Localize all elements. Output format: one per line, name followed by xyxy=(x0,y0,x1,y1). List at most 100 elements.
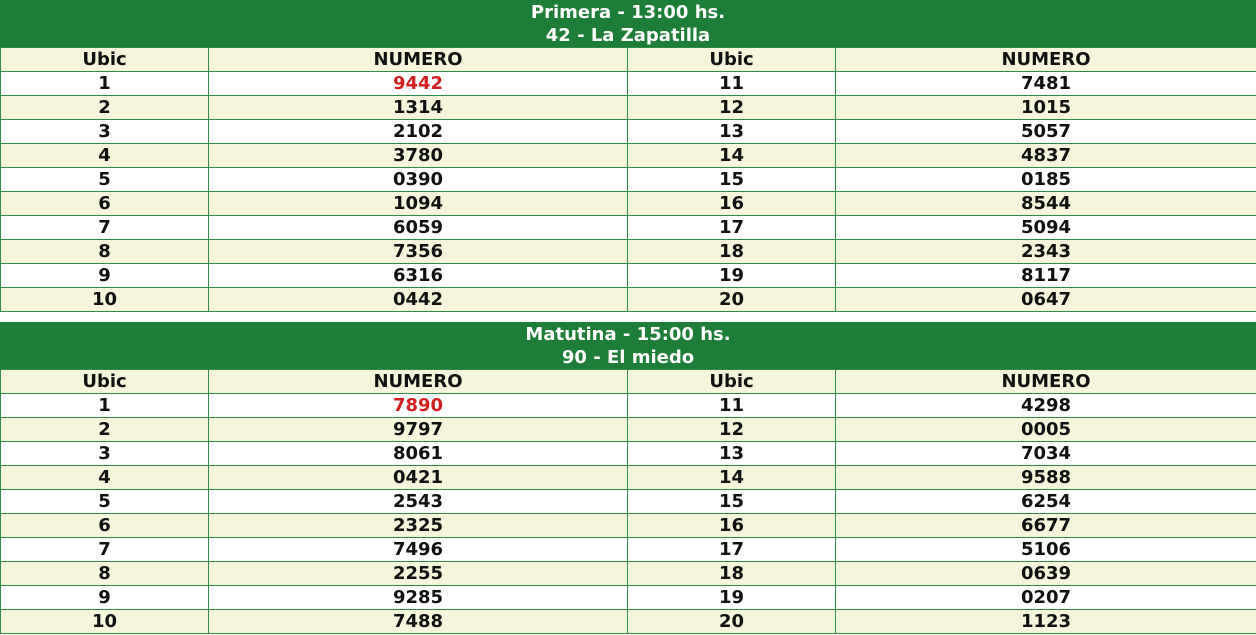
draw-subtitle: 42 - La Zapatilla xyxy=(545,25,711,46)
table-row: 10 7488 20 1123 xyxy=(0,609,1256,634)
position-cell: 19 xyxy=(627,263,836,288)
number-cell: 0185 xyxy=(835,167,1256,192)
number-cell: 6059 xyxy=(208,215,628,240)
column-header-ubic: Ubic xyxy=(627,47,836,72)
table-row: 5 2543 15 6254 xyxy=(0,489,1256,514)
number-cell: 7481 xyxy=(835,71,1256,96)
position-cell: 9 xyxy=(0,585,209,610)
column-header-numero: NUMERO xyxy=(835,369,1256,394)
position-cell: 8 xyxy=(0,561,209,586)
column-header-numero: NUMERO xyxy=(835,47,1256,72)
number-cell: 0639 xyxy=(835,561,1256,586)
number-cell: 3780 xyxy=(208,143,628,168)
table-row: 1 7890 11 4298 xyxy=(0,393,1256,418)
position-cell: 3 xyxy=(0,441,209,466)
draw-subtitle: 90 - El miedo xyxy=(561,347,695,368)
position-cell: 2 xyxy=(0,417,209,442)
table-row: 6 1094 16 8544 xyxy=(0,191,1256,216)
number-cell: 6316 xyxy=(208,263,628,288)
table-row: 3 2102 13 5057 xyxy=(0,119,1256,144)
table-row: 2 9797 12 0005 xyxy=(0,417,1256,442)
number-cell: 6677 xyxy=(835,513,1256,538)
number-cell: 5106 xyxy=(835,537,1256,562)
position-cell: 16 xyxy=(627,513,836,538)
draw-results-panel: Primera - 13:00 hs. 42 - La Zapatilla Ub… xyxy=(0,0,1256,313)
position-cell: 20 xyxy=(627,287,836,312)
position-cell: 4 xyxy=(0,465,209,490)
position-cell: 17 xyxy=(627,215,836,240)
position-cell: 1 xyxy=(0,393,209,418)
number-cell: 0390 xyxy=(208,167,628,192)
table-row: 4 3780 14 4837 xyxy=(0,143,1256,168)
draw-results-panel: Matutina - 15:00 hs. 90 - El miedo Ubic … xyxy=(0,322,1256,635)
number-cell: 1314 xyxy=(208,95,628,120)
position-cell: 13 xyxy=(627,441,836,466)
number-cell: 5057 xyxy=(835,119,1256,144)
number-cell: 1094 xyxy=(208,191,628,216)
table-row: 9 6316 19 8117 xyxy=(0,263,1256,288)
table-row: 8 2255 18 0639 xyxy=(0,561,1256,586)
position-cell: 10 xyxy=(0,609,209,634)
position-cell: 14 xyxy=(627,465,836,490)
position-cell: 15 xyxy=(627,167,836,192)
column-header-numero: NUMERO xyxy=(208,47,628,72)
position-cell: 1 xyxy=(0,71,209,96)
number-cell: 0442 xyxy=(208,287,628,312)
number-cell: 0647 xyxy=(835,287,1256,312)
position-cell: 7 xyxy=(0,215,209,240)
position-cell: 15 xyxy=(627,489,836,514)
position-cell: 16 xyxy=(627,191,836,216)
number-cell: 7496 xyxy=(208,537,628,562)
position-cell: 8 xyxy=(0,239,209,264)
number-cell: 9285 xyxy=(208,585,628,610)
number-cell: 7356 xyxy=(208,239,628,264)
table-row: 7 6059 17 5094 xyxy=(0,215,1256,240)
draw-title: Primera - 13:00 hs. xyxy=(530,2,726,23)
position-cell: 18 xyxy=(627,561,836,586)
number-cell: 1123 xyxy=(835,609,1256,634)
number-cell: 9588 xyxy=(835,465,1256,490)
position-cell: 12 xyxy=(627,417,836,442)
position-cell: 7 xyxy=(0,537,209,562)
position-cell: 3 xyxy=(0,119,209,144)
number-cell: 2255 xyxy=(208,561,628,586)
number-cell: 9797 xyxy=(208,417,628,442)
position-cell: 6 xyxy=(0,513,209,538)
results-table: Ubic NUMERO Ubic NUMERO 1 9442 11 7481 2 1314… xyxy=(0,47,1256,312)
table-row: 8 7356 18 2343 xyxy=(0,239,1256,264)
position-cell: 5 xyxy=(0,489,209,514)
position-cell: 12 xyxy=(627,95,836,120)
number-cell: 7488 xyxy=(208,609,628,634)
table-row: 7 7496 17 5106 xyxy=(0,537,1256,562)
position-cell: 19 xyxy=(627,585,836,610)
column-header-numero: NUMERO xyxy=(208,369,628,394)
number-cell: 1015 xyxy=(835,95,1256,120)
draw-title: Matutina - 15:00 hs. xyxy=(525,324,731,345)
table-row: 4 0421 14 9588 xyxy=(0,465,1256,490)
column-header-ubic: Ubic xyxy=(0,47,209,72)
number-cell: 4298 xyxy=(835,393,1256,418)
number-cell: 2102 xyxy=(208,119,628,144)
position-cell: 2 xyxy=(0,95,209,120)
number-cell: 2325 xyxy=(208,513,628,538)
number-cell: 4837 xyxy=(835,143,1256,168)
column-header-ubic: Ubic xyxy=(627,369,836,394)
position-cell: 20 xyxy=(627,609,836,634)
position-cell: 4 xyxy=(0,143,209,168)
number-cell: 7034 xyxy=(835,441,1256,466)
number-cell: 5094 xyxy=(835,215,1256,240)
position-cell: 9 xyxy=(0,263,209,288)
column-header-ubic: Ubic xyxy=(0,369,209,394)
table-row: 5 0390 15 0185 xyxy=(0,167,1256,192)
position-cell: 13 xyxy=(627,119,836,144)
table-header-row: Ubic NUMERO Ubic NUMERO xyxy=(0,47,1256,72)
number-cell: 2343 xyxy=(835,239,1256,264)
draw-header: Matutina - 15:00 hs. 90 - El miedo xyxy=(0,322,1256,369)
table-row: 6 2325 16 6677 xyxy=(0,513,1256,538)
position-cell: 10 xyxy=(0,287,209,312)
table-row: 3 8061 13 7034 xyxy=(0,441,1256,466)
draw-header: Primera - 13:00 hs. 42 - La Zapatilla xyxy=(0,0,1256,47)
number-cell: 0005 xyxy=(835,417,1256,442)
number-cell: 0207 xyxy=(835,585,1256,610)
number-cell: 7890 xyxy=(208,393,628,418)
